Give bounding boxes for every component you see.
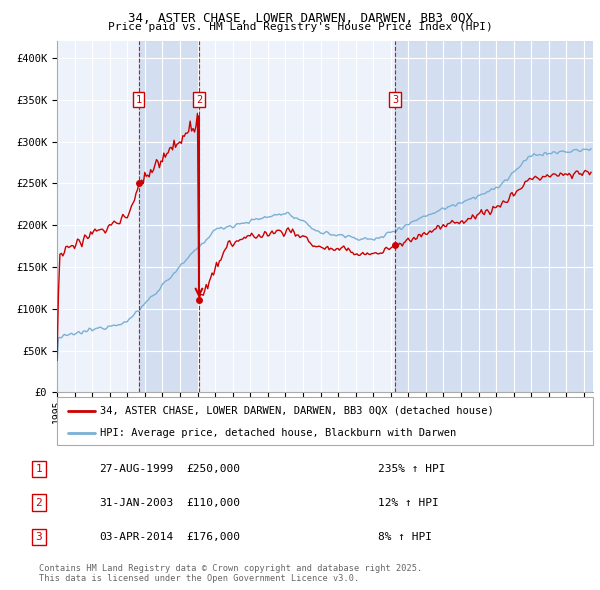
Text: £176,000: £176,000 (186, 532, 240, 542)
Text: 1: 1 (136, 95, 142, 105)
Bar (139, 41, 199, 392)
Text: HPI: Average price, detached house, Blackburn with Darwen: HPI: Average price, detached house, Blac… (100, 428, 456, 438)
FancyBboxPatch shape (57, 397, 593, 445)
Text: Contains HM Land Registry data © Crown copyright and database right 2025.
This d: Contains HM Land Registry data © Crown c… (39, 563, 422, 583)
Text: 8% ↑ HPI: 8% ↑ HPI (378, 532, 432, 542)
Text: £250,000: £250,000 (186, 464, 240, 474)
Text: 34, ASTER CHASE, LOWER DARWEN, DARWEN, BB3 0QX (detached house): 34, ASTER CHASE, LOWER DARWEN, DARWEN, B… (100, 405, 494, 415)
Text: 03-APR-2014: 03-APR-2014 (99, 532, 173, 542)
Text: 27-AUG-1999: 27-AUG-1999 (99, 464, 173, 474)
Text: 12% ↑ HPI: 12% ↑ HPI (378, 498, 439, 507)
Text: Price paid vs. HM Land Registry's House Price Index (HPI): Price paid vs. HM Land Registry's House … (107, 22, 493, 32)
Text: 3: 3 (35, 532, 43, 542)
Text: 34, ASTER CHASE, LOWER DARWEN, DARWEN, BB3 0QX: 34, ASTER CHASE, LOWER DARWEN, DARWEN, B… (128, 12, 473, 25)
Text: 3: 3 (392, 95, 398, 105)
Text: 1: 1 (35, 464, 43, 474)
Text: £110,000: £110,000 (186, 498, 240, 507)
Text: 2: 2 (196, 95, 202, 105)
Bar (395, 41, 593, 392)
Text: 2: 2 (35, 498, 43, 507)
Text: 31-JAN-2003: 31-JAN-2003 (99, 498, 173, 507)
Text: 235% ↑ HPI: 235% ↑ HPI (378, 464, 445, 474)
